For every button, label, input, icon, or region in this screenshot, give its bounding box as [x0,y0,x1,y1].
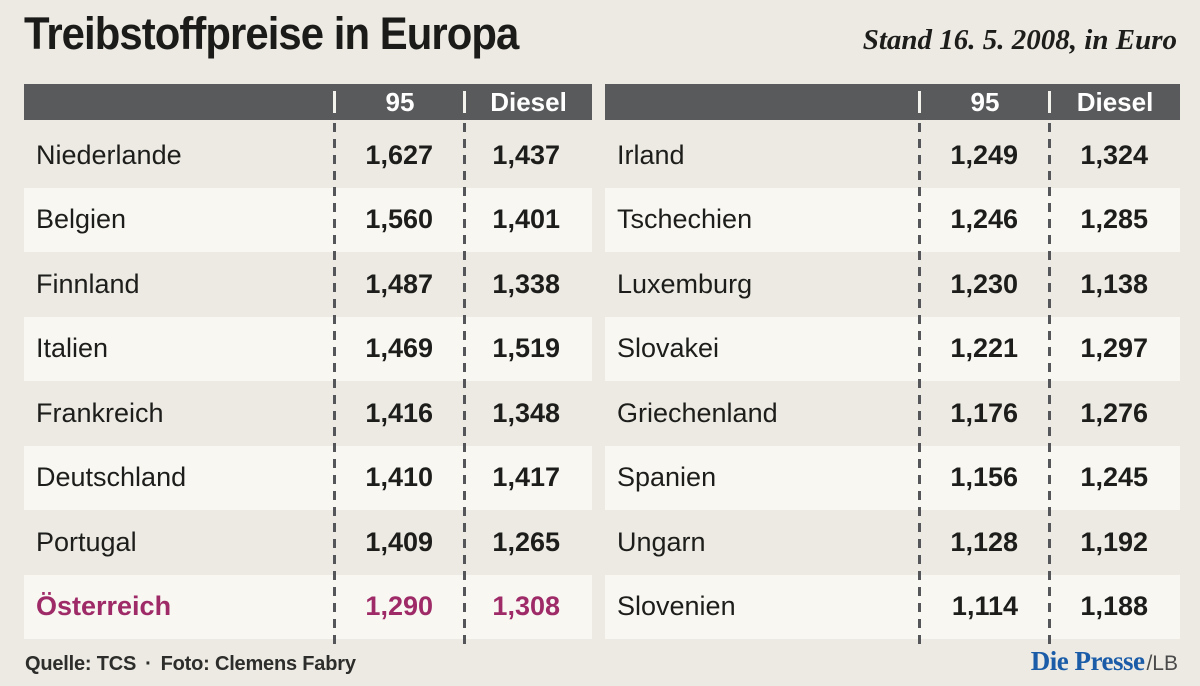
table-header-bar: 95 Diesel [605,84,1180,120]
photo-credit: Foto: Clemens Fabry [160,653,356,675]
country-label: Belgien [36,204,127,235]
country-label: Griechenland [617,397,778,428]
price-95-value: 1,410 [365,462,433,493]
column-header-95: 95 [385,87,415,117]
brand-credit: Die Presse/LB [1031,646,1178,677]
price-tables: 95 Diesel Niederlande 1,627 1,437 Belgien 1,… [24,84,1180,645]
price-diesel-value: 1,401 [492,204,560,235]
country-label: Irland [617,139,685,170]
price-95-value: 1,290 [365,591,433,622]
table-row: Italien 1,469 1,519 [24,316,592,381]
header-separator-tick [333,91,336,113]
price-diesel-value: 1,192 [1080,526,1148,557]
table-row: Frankreich 1,416 1,348 [24,381,592,446]
table-row: Portugal 1,409 1,265 [24,510,592,575]
price-diesel-value: 1,245 [1080,462,1148,493]
table-row: Irland 1,249 1,324 [605,123,1180,188]
price-diesel-value: 1,519 [492,333,560,364]
table-header-bar: 95 Diesel [24,84,592,120]
column-header-diesel: Diesel [490,87,567,117]
price-95-value: 1,230 [950,268,1018,299]
source-label: Quelle: TCS [25,653,137,675]
table-row: Slovakei 1,221 1,297 [605,316,1180,381]
price-diesel-value: 1,285 [1080,204,1148,235]
country-label: Portugal [36,526,137,557]
table-row: Tschechien 1,246 1,285 [605,187,1180,252]
die-presse-logo: Die Presse [1030,646,1145,676]
price-95-value: 1,128 [950,526,1018,557]
table-row: Spanien 1,156 1,245 [605,445,1180,510]
footer: Quelle: TCS · Foto: Clemens Fabry Die Pres… [25,646,1178,677]
column-separator-dashed [918,123,921,645]
country-label: Spanien [617,462,717,493]
price-95-value: 1,487 [365,268,433,299]
country-label: Tschechien [617,204,753,235]
price-95-value: 1,246 [950,204,1018,235]
price-diesel-value: 1,308 [492,591,560,622]
header-separator-tick [918,91,921,113]
price-95-value: 1,156 [950,462,1018,493]
price-95-value: 1,416 [365,397,433,428]
table-row: Niederlande 1,627 1,437 [24,123,592,188]
price-diesel-value: 1,417 [492,462,560,493]
table-rows: Niederlande 1,627 1,437 Belgien 1,560 1,401 Fi… [24,123,592,645]
price-diesel-value: 1,138 [1080,268,1148,299]
table-row: Griechenland 1,176 1,276 [605,381,1180,446]
price-diesel-value: 1,188 [1080,591,1148,622]
price-diesel-value: 1,338 [492,268,560,299]
price-95-value: 1,249 [950,139,1018,170]
country-label: Niederlande [36,139,182,170]
country-label: Frankreich [36,397,164,428]
country-label: Finnland [36,268,140,299]
country-label: Ungarn [617,526,706,557]
price-diesel-value: 1,276 [1080,397,1148,428]
price-95-value: 1,221 [950,333,1018,364]
credit-initials: /LB [1146,652,1178,675]
column-header-95: 95 [970,87,1000,117]
price-95-value: 1,176 [950,397,1018,428]
table-row: Deutschland 1,410 1,417 [24,445,592,510]
table-row: Österreich 1,290 1,308 [24,574,592,639]
country-label: Luxemburg [617,268,753,299]
table-row: Ungarn 1,128 1,192 [605,510,1180,575]
price-diesel-value: 1,265 [492,526,560,557]
country-label: Österreich [36,591,172,622]
price-diesel-value: 1,324 [1080,139,1148,170]
price-table-right: 95 Diesel Irland 1,249 1,324 Tschechien 1,24… [605,84,1180,645]
price-95-value: 1,627 [365,139,433,170]
price-diesel-value: 1,348 [492,397,560,428]
header-separator-tick [1048,91,1051,113]
price-95-value: 1,114 [951,591,1018,622]
column-separator-dashed [333,123,336,645]
date-note: Stand 16. 5. 2008, in Euro [862,24,1177,56]
country-label: Deutschland [36,462,187,493]
country-label: Slovakei [617,333,720,364]
country-label: Italien [36,333,109,364]
price-95-value: 1,560 [365,204,433,235]
country-label: Slovenien [617,591,736,622]
price-table-left: 95 Diesel Niederlande 1,627 1,437 Belgien 1,… [24,84,592,645]
table-row: Belgien 1,560 1,401 [24,187,592,252]
column-separator-dashed [1048,123,1051,645]
column-header-diesel: Diesel [1076,87,1154,117]
price-diesel-value: 1,437 [492,139,560,170]
price-diesel-value: 1,297 [1080,333,1148,364]
page-title: Treibstoffpreise in Europa [24,8,519,59]
table-row: Finnland 1,487 1,338 [24,252,592,317]
table-rows: Irland 1,249 1,324 Tschechien 1,246 1,285 Luxe… [605,123,1180,645]
price-95-value: 1,409 [365,526,433,557]
column-separator-dashed [463,123,466,645]
table-row: Slovenien 1,114 1,188 [605,574,1180,639]
header-separator-tick [463,91,466,113]
price-95-value: 1,469 [365,333,433,364]
separator-dot: · [145,653,152,675]
table-row: Luxemburg 1,230 1,138 [605,252,1180,317]
source-credit: Quelle: TCS · Foto: Clemens Fabry [25,653,356,676]
